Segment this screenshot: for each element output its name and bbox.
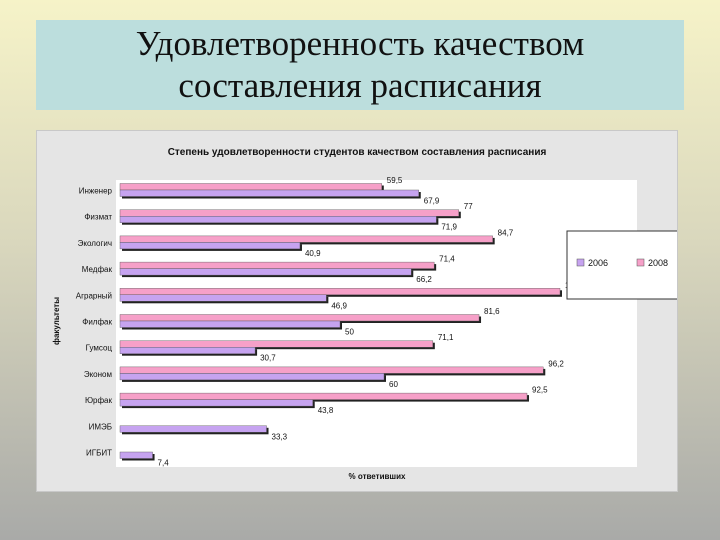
category-label: ИГБИТ [86, 449, 112, 458]
category-label: Инженер [79, 187, 113, 196]
y-axis-label: факультеты [52, 297, 61, 345]
legend-box [566, 230, 680, 300]
data-label: 40,9 [305, 249, 321, 258]
data-label: 46,9 [331, 301, 347, 310]
legend: 2006 2008 [566, 230, 680, 300]
category-label: Филфак [82, 318, 112, 327]
bar-2006 [119, 268, 412, 276]
data-label: 30,7 [260, 354, 276, 363]
bar-2008 [119, 392, 528, 400]
bar-2006 [119, 346, 256, 354]
slide-title-line-2: составления расписания [178, 66, 542, 105]
legend-label-2008: 2008 [648, 258, 668, 268]
bar-2006 [119, 373, 385, 381]
bar-2006 [119, 425, 267, 433]
category-label: Аграрный [76, 291, 112, 300]
category-label: ИМЭБ [89, 422, 112, 431]
bar-2008 [119, 314, 480, 322]
bar-2008 [119, 183, 382, 191]
bar-chart: Степень удовлетворенности студентов каче… [52, 147, 680, 481]
legend-swatch-2006 [576, 258, 585, 267]
category-label: Юрфак [85, 396, 113, 405]
data-label: 92,5 [532, 386, 548, 395]
chart-panel: Степень удовлетворенности студентов каче… [36, 130, 680, 492]
bar-2008 [119, 235, 493, 243]
bar-2006 [119, 215, 437, 223]
bar-2006 [119, 451, 153, 459]
bar-2008 [119, 209, 459, 217]
slide-title: Удовлетворенность качеством составления … [36, 20, 684, 110]
bar-2008 [119, 366, 544, 374]
data-label: 71,1 [438, 333, 454, 342]
data-label: 66,2 [416, 275, 432, 284]
bars-group: Инженер 59,5 67,9 Физмат 77 71,9 Экологич 84,7 4… [76, 176, 570, 468]
data-label: 96,2 [548, 359, 564, 368]
data-label: 67,9 [424, 197, 440, 206]
data-label: 59,5 [387, 176, 403, 185]
data-label: 81,6 [484, 307, 500, 316]
data-label: 71,9 [441, 223, 457, 232]
bar-2006 [119, 399, 313, 407]
category-label: Экологич [78, 239, 112, 248]
legend-label-2006: 2006 [588, 258, 608, 268]
bar-2006 [119, 189, 419, 197]
bar-2006 [119, 242, 301, 250]
category-label: Медфак [82, 265, 113, 274]
bar-2008 [119, 288, 561, 296]
category-label: Гумсоц [86, 344, 113, 353]
bar-2008 [119, 340, 434, 348]
data-label: 71,4 [439, 255, 455, 264]
x-axis-label: % ответивших [349, 472, 406, 481]
data-label: 77 [464, 202, 473, 211]
category-label: Эконом [84, 370, 112, 379]
data-label: 60 [389, 380, 398, 389]
data-label: 84,7 [498, 228, 514, 237]
bar-2008 [119, 261, 435, 269]
bar-2006 [119, 294, 327, 302]
bar-2006 [119, 320, 341, 328]
slide-title-line-1: Удовлетворенность качеством [135, 24, 585, 63]
data-label: 7,4 [158, 459, 170, 468]
category-label: Физмат [84, 213, 112, 222]
data-label: 33,3 [272, 432, 288, 441]
legend-swatch-2008 [636, 258, 645, 267]
data-label: 43,8 [318, 406, 334, 415]
chart-title: Степень удовлетворенности студентов каче… [168, 147, 547, 158]
data-label: 50 [345, 328, 354, 337]
